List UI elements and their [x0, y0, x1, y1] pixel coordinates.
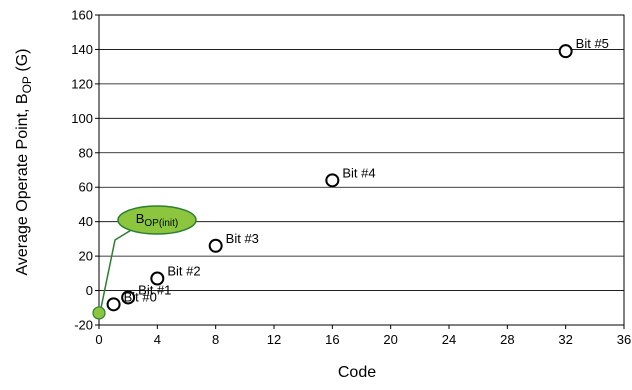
y-tick-label: 60: [79, 180, 93, 195]
y-tick-label: 80: [79, 145, 93, 160]
x-tick-label: 20: [383, 332, 397, 347]
data-point-label: Bit #2: [167, 264, 200, 279]
y-tick-label: -20: [74, 318, 93, 333]
y-tick-label: 120: [71, 76, 93, 91]
data-point-label: Bit #0: [124, 289, 157, 304]
y-axis-title-prefix: Average Operate Point, B: [14, 93, 31, 275]
callout-label: BOP(init): [136, 211, 179, 229]
y-tick-label: 100: [71, 111, 93, 126]
y-axis-title-subscript: OP: [20, 76, 34, 93]
data-point-label: Bit #1: [138, 282, 171, 297]
y-tick-label: 140: [71, 42, 93, 57]
x-tick-label: 0: [95, 332, 102, 347]
callout-layer: BOP(init): [100, 205, 197, 309]
plot-frame: [98, 14, 625, 326]
grid-layer: [99, 14, 624, 291]
y-tick-label: 40: [79, 214, 93, 229]
x-tick-label: 4: [154, 332, 161, 347]
data-point-marker: [106, 297, 121, 312]
x-tick-label: 32: [558, 332, 572, 347]
x-tick-label: 36: [617, 332, 631, 347]
data-point-marker: [558, 44, 573, 59]
x-tick-label: 16: [325, 332, 339, 347]
y-tick-label: 160: [71, 8, 93, 23]
data-point-marker: [150, 271, 165, 286]
x-tick-label: 12: [267, 332, 281, 347]
y-tick-label: 20: [79, 249, 93, 264]
points-layer: [92, 44, 573, 320]
data-point-label: Bit #5: [576, 36, 609, 51]
axes-layer: [98, 14, 625, 326]
data-point-marker: [208, 238, 223, 253]
data-point-label: Bit #3: [226, 231, 259, 246]
callout-label-subscript: OP(init): [144, 218, 178, 229]
x-tick-label: 24: [442, 332, 456, 347]
x-tick-label: 28: [500, 332, 514, 347]
data-point-marker: [325, 173, 340, 188]
callout-bubble: [117, 205, 197, 235]
data-point-marker: [121, 290, 136, 305]
init-point-marker: [92, 306, 106, 320]
y-tick-label: 0: [86, 283, 93, 298]
callout-label-base: B: [136, 211, 145, 226]
y-axis-title: Average Operate Point, BOP (G): [14, 49, 34, 276]
y-axis-title-suffix: (G): [14, 49, 31, 77]
data-point-label: Bit #4: [342, 165, 375, 180]
callout-leader-line: [100, 228, 134, 309]
x-axis-title: Code: [338, 364, 376, 381]
x-tick-label: 8: [212, 332, 219, 347]
